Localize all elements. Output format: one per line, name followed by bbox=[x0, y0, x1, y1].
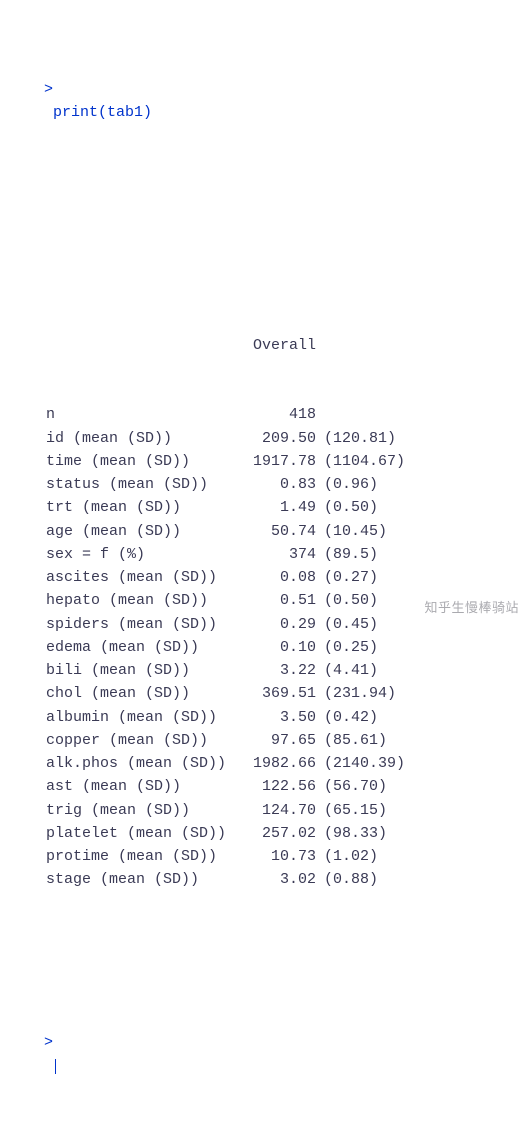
row-label: chol (mean (SD)) bbox=[46, 682, 244, 705]
table-row: protime (mean (SD))10.73(1.02) bbox=[8, 845, 531, 868]
row-value: 1917.78 bbox=[244, 450, 316, 473]
console-prompt: > bbox=[44, 81, 53, 98]
table-row: status (mean (SD))0.83(0.96) bbox=[8, 473, 531, 496]
row-label: copper (mean (SD)) bbox=[46, 729, 244, 752]
table-row: ast (mean (SD))122.56(56.70) bbox=[8, 775, 531, 798]
table-row: bili (mean (SD))3.22(4.41) bbox=[8, 659, 531, 682]
row-value: 50.74 bbox=[244, 520, 316, 543]
row-label: trig (mean (SD)) bbox=[46, 799, 244, 822]
row-sd: (0.42) bbox=[316, 706, 378, 729]
row-label: albumin (mean (SD)) bbox=[46, 706, 244, 729]
table-row: ascites (mean (SD))0.08(0.27) bbox=[8, 566, 531, 589]
row-value: 1.49 bbox=[244, 496, 316, 519]
console-cursor[interactable] bbox=[55, 1059, 56, 1074]
table-row: time (mean (SD))1917.78(1104.67) bbox=[8, 450, 531, 473]
row-value: 257.02 bbox=[244, 822, 316, 845]
row-sd: (120.81) bbox=[316, 427, 396, 450]
table-row: trt (mean (SD))1.49(0.50) bbox=[8, 496, 531, 519]
table-row: alk.phos (mean (SD))1982.66(2140.39) bbox=[8, 752, 531, 775]
row-sd: (98.33) bbox=[316, 822, 387, 845]
row-value: 369.51 bbox=[244, 682, 316, 705]
table-row: copper (mean (SD))97.65(85.61) bbox=[8, 729, 531, 752]
console-command: print(tab1) bbox=[53, 104, 152, 121]
row-label: spiders (mean (SD)) bbox=[46, 613, 244, 636]
row-value: 418 bbox=[244, 403, 316, 426]
table-row: edema (mean (SD))0.10(0.25) bbox=[8, 636, 531, 659]
table-header-overall: Overall bbox=[244, 334, 316, 357]
row-label: n bbox=[46, 403, 244, 426]
row-label: time (mean (SD)) bbox=[46, 450, 244, 473]
row-value: 374 bbox=[244, 543, 316, 566]
row-value: 3.50 bbox=[244, 706, 316, 729]
table-row: platelet (mean (SD))257.02(98.33) bbox=[8, 822, 531, 845]
row-label: protime (mean (SD)) bbox=[46, 845, 244, 868]
table-row: sex = f (%)374(89.5) bbox=[8, 543, 531, 566]
table-row: id (mean (SD))209.50(120.81) bbox=[8, 427, 531, 450]
row-value: 1982.66 bbox=[244, 752, 316, 775]
row-value: 0.10 bbox=[244, 636, 316, 659]
row-sd: (2140.39) bbox=[316, 752, 405, 775]
row-label: sex = f (%) bbox=[46, 543, 244, 566]
console-next-prompt-line: > bbox=[0, 1008, 531, 1101]
row-sd: (85.61) bbox=[316, 729, 387, 752]
row-sd: (0.96) bbox=[316, 473, 378, 496]
row-label: trt (mean (SD)) bbox=[46, 496, 244, 519]
row-value: 209.50 bbox=[244, 427, 316, 450]
row-value: 0.29 bbox=[244, 613, 316, 636]
row-value: 0.51 bbox=[244, 589, 316, 612]
row-value: 122.56 bbox=[244, 775, 316, 798]
table-row: trig (mean (SD))124.70(65.15) bbox=[8, 799, 531, 822]
table-header-row: Overall bbox=[8, 334, 531, 357]
table-row: albumin (mean (SD))3.50(0.42) bbox=[8, 706, 531, 729]
row-sd: (231.94) bbox=[316, 682, 396, 705]
row-sd: (10.45) bbox=[316, 520, 387, 543]
row-value: 0.83 bbox=[244, 473, 316, 496]
table-body: n418id (mean (SD))209.50(120.81)time (me… bbox=[8, 403, 531, 891]
row-label: status (mean (SD)) bbox=[46, 473, 244, 496]
row-label: age (mean (SD)) bbox=[46, 520, 244, 543]
row-label: ascites (mean (SD)) bbox=[46, 566, 244, 589]
row-value: 10.73 bbox=[244, 845, 316, 868]
row-sd: (0.88) bbox=[316, 868, 378, 891]
row-sd bbox=[316, 403, 324, 426]
row-sd: (0.25) bbox=[316, 636, 378, 659]
row-value: 97.65 bbox=[244, 729, 316, 752]
row-label: hepato (mean (SD)) bbox=[46, 589, 244, 612]
console-input-line: > print(tab1) bbox=[0, 55, 531, 148]
table-header-spacer bbox=[46, 334, 244, 357]
row-sd: (56.70) bbox=[316, 775, 387, 798]
row-label: platelet (mean (SD)) bbox=[46, 822, 244, 845]
table-row: age (mean (SD))50.74(10.45) bbox=[8, 520, 531, 543]
table-row: chol (mean (SD))369.51(231.94) bbox=[8, 682, 531, 705]
console-output: Overall n418id (mean (SD))209.50(120.81)… bbox=[0, 217, 531, 938]
console-prompt: > bbox=[44, 1034, 53, 1051]
row-label: bili (mean (SD)) bbox=[46, 659, 244, 682]
table-row: stage (mean (SD))3.02(0.88) bbox=[8, 868, 531, 891]
row-value: 0.08 bbox=[244, 566, 316, 589]
row-label: ast (mean (SD)) bbox=[46, 775, 244, 798]
row-sd: (4.41) bbox=[316, 659, 378, 682]
row-label: edema (mean (SD)) bbox=[46, 636, 244, 659]
row-sd: (1104.67) bbox=[316, 450, 405, 473]
row-label: alk.phos (mean (SD)) bbox=[46, 752, 244, 775]
row-label: id (mean (SD)) bbox=[46, 427, 244, 450]
row-sd: (1.02) bbox=[316, 845, 378, 868]
table-row: n418 bbox=[8, 403, 531, 426]
watermark-text: 知乎生慢棒骑站 bbox=[424, 598, 519, 618]
row-value: 124.70 bbox=[244, 799, 316, 822]
row-value: 3.02 bbox=[244, 868, 316, 891]
row-sd: (0.45) bbox=[316, 613, 378, 636]
row-sd: (0.50) bbox=[316, 496, 378, 519]
row-sd: (0.50) bbox=[316, 589, 378, 612]
r-console: > print(tab1) Overall n418id (mean (SD))… bbox=[0, 8, 531, 1124]
row-sd: (0.27) bbox=[316, 566, 378, 589]
row-value: 3.22 bbox=[244, 659, 316, 682]
row-sd: (89.5) bbox=[316, 543, 378, 566]
row-label: stage (mean (SD)) bbox=[46, 868, 244, 891]
row-sd: (65.15) bbox=[316, 799, 387, 822]
